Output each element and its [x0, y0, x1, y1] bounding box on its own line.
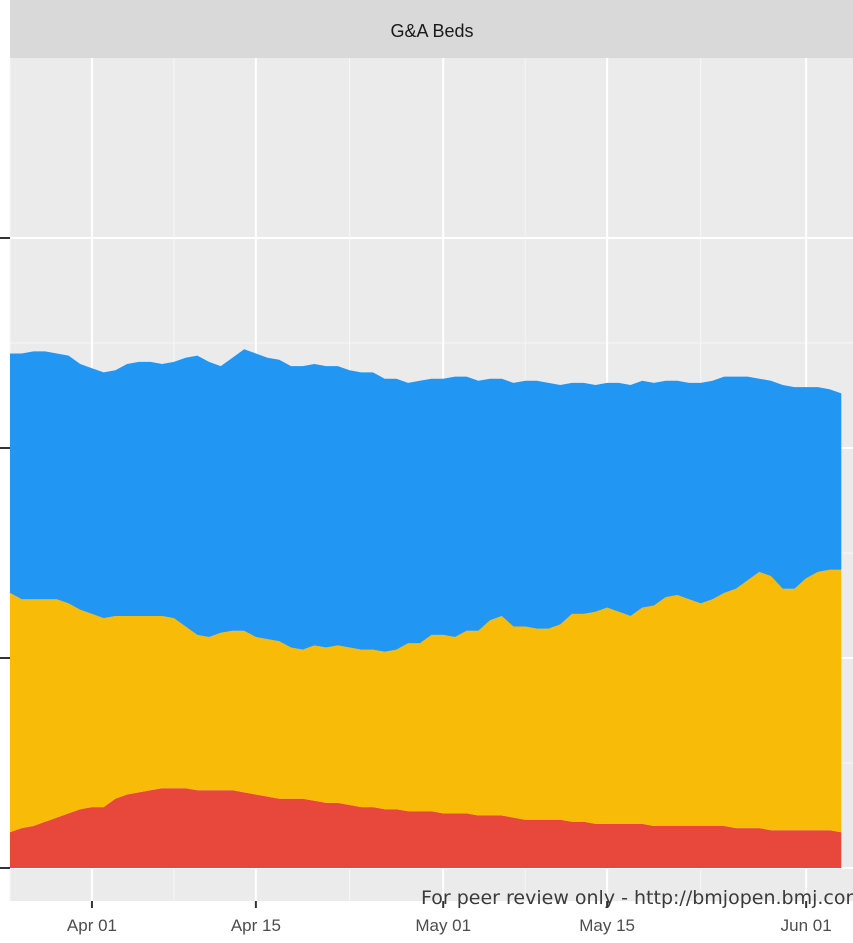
strip-background	[10, 0, 853, 58]
area-series-2	[10, 569, 842, 833]
x-tick-label: Apr 01	[67, 916, 117, 935]
x-axis: Apr 01 Apr 15 May 01 May 15 Jun 01	[67, 901, 832, 935]
x-tick-label: Apr 15	[231, 916, 281, 935]
strip-title: G&A Beds	[390, 21, 473, 41]
x-tick-label: Jun 01	[781, 916, 832, 935]
area-series-1	[10, 788, 842, 868]
area-series-3	[10, 349, 842, 652]
strip-header: G&A Beds	[10, 0, 853, 58]
series-layer	[10, 349, 842, 868]
y-axis-ticks	[0, 237, 10, 869]
x-tick-label: May 15	[579, 916, 635, 935]
x-tick-label: May 01	[415, 916, 471, 935]
watermark: For peer review only - http://bmjopen.bm…	[421, 887, 853, 909]
